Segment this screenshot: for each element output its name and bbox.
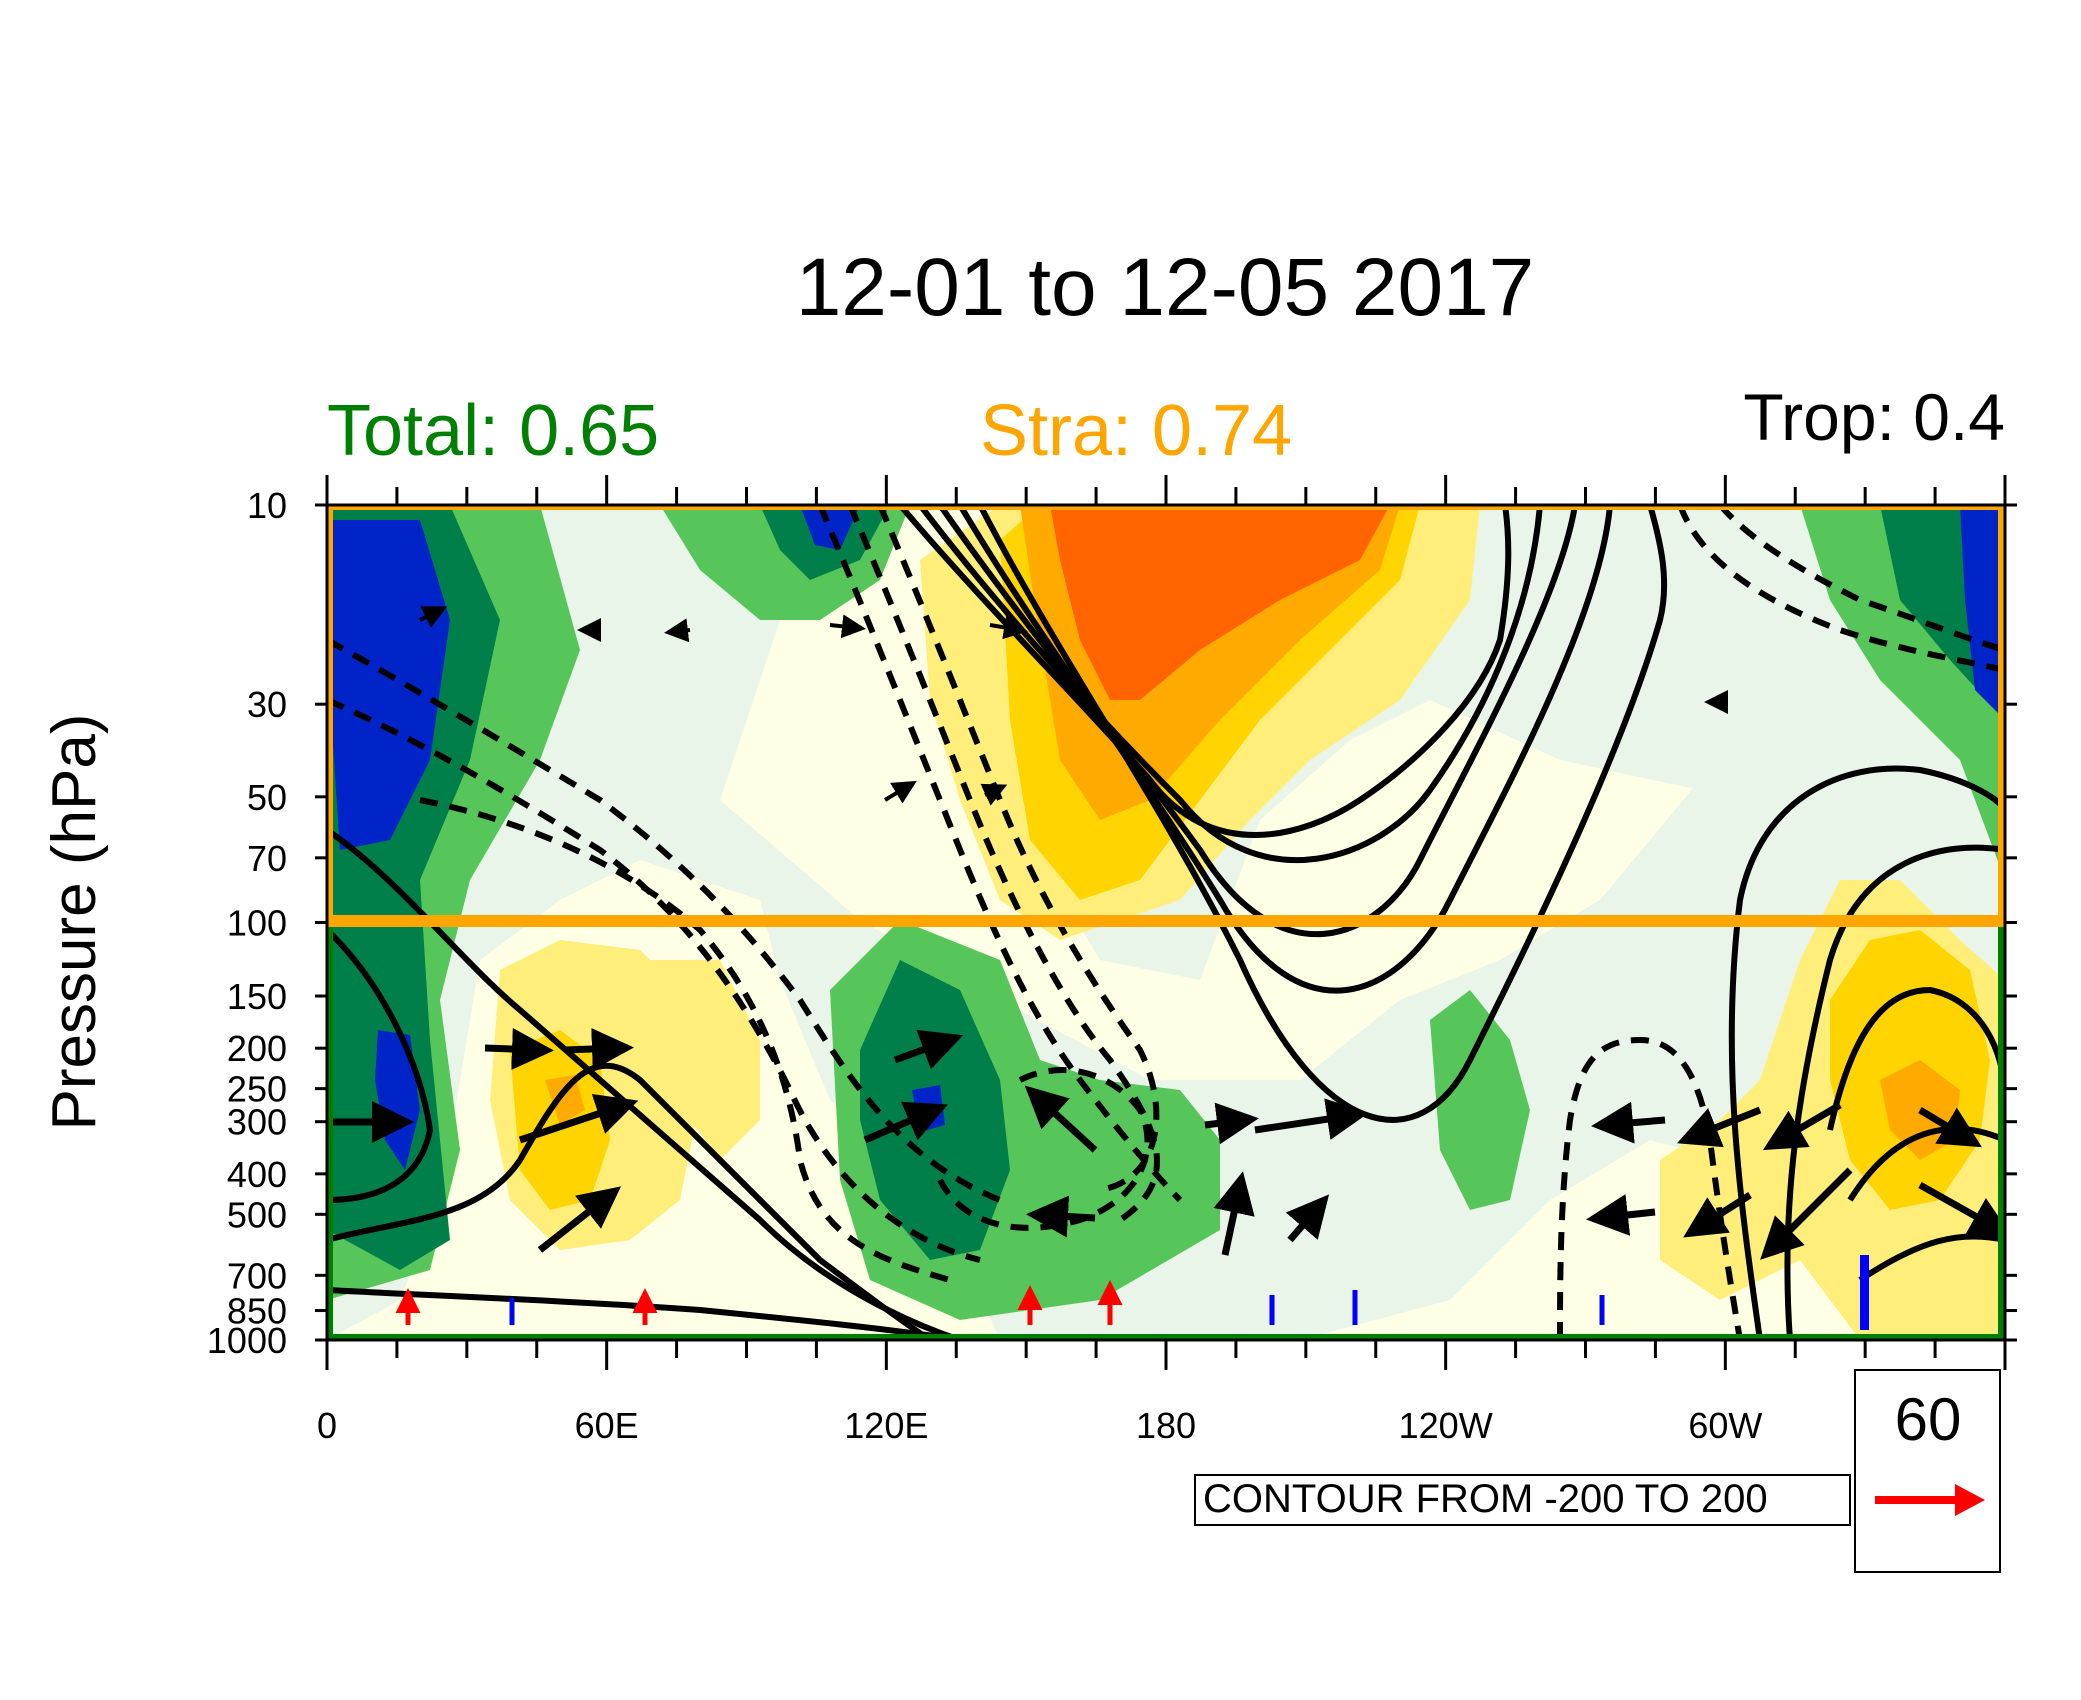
wind-vector <box>484 1027 554 1070</box>
wind-vector <box>863 1101 948 1144</box>
x-tick-label: 120W <box>1399 1405 1493 1446</box>
y-tick-label: 100 <box>227 903 287 944</box>
contour-info-box: CONTOUR FROM -200 TO 200 <box>1194 1474 1851 1526</box>
wind-vectors-lower <box>330 1027 2005 1260</box>
stat-stra-label: Stra: 0.74 <box>980 391 1292 471</box>
stat-trop-label: Trop: 0.4 <box>1743 380 2005 454</box>
contour-line-dashed <box>419 797 951 1283</box>
wind-vector <box>1918 1181 2005 1237</box>
plot-area <box>327 505 2005 1340</box>
y-tick-label: 1000 <box>207 1320 287 1361</box>
y-tick-label: 850 <box>227 1291 287 1332</box>
wind-vector <box>1677 1106 1762 1148</box>
y-tick-label: 400 <box>227 1154 287 1195</box>
wind-vector <box>1918 1106 1983 1148</box>
contour-line <box>1827 986 2005 1131</box>
wind-vectors <box>419 606 1728 806</box>
wind-vector <box>537 1186 622 1253</box>
x-axis: 0 60E 120E 180 120W 60W <box>317 475 2007 1446</box>
contour-line-dashed <box>327 697 981 1263</box>
y-tick-label: 250 <box>227 1069 287 1110</box>
contour-line <box>917 505 1543 864</box>
contour-line <box>1847 1125 2005 1202</box>
wind-vector <box>1683 1192 1752 1238</box>
surface-vectors <box>395 1255 1869 1330</box>
reference-vector-frame <box>1854 1369 2001 1573</box>
reference-vector-box: 60 <box>1854 1369 2001 1573</box>
contour-line-dashed <box>327 637 1002 1203</box>
contour-line-dashed <box>1717 505 2005 653</box>
wind-vector <box>1204 1102 1259 1145</box>
wind-vector <box>1285 1194 1330 1243</box>
vertical-wind-bar <box>1860 1255 1869 1330</box>
y-tick-label: 700 <box>227 1255 287 1296</box>
reference-vector-value: 60 <box>1895 1386 1962 1453</box>
field-region <box>800 505 860 550</box>
x-tick-label: 180 <box>1136 1405 1196 1446</box>
x-tick-label: 60E <box>575 1405 639 1446</box>
wind-vector <box>664 618 691 643</box>
y-tick-label: 30 <box>247 684 287 725</box>
x-tick-label: 0 <box>317 1405 337 1446</box>
y-tick-label: 500 <box>227 1194 287 1235</box>
wind-vector <box>419 606 448 628</box>
wind-vector <box>1762 1101 1842 1151</box>
y-axis-label: Pressure (hPa) <box>40 714 109 1131</box>
contour-line-dashed <box>817 505 1183 1203</box>
stat-total-label: Total: 0.65 <box>327 391 659 471</box>
contour-line <box>937 505 1578 938</box>
contour-line <box>977 505 1668 1123</box>
y-tick-label: 150 <box>227 976 287 1017</box>
wind-vector <box>1760 1167 1853 1260</box>
reference-vector-arrowhead <box>1955 1484 1985 1516</box>
wind-vector <box>1586 1194 1656 1236</box>
wind-vector <box>980 783 1008 806</box>
wind-vector <box>1254 1098 1369 1140</box>
wind-vector <box>893 1029 964 1070</box>
wind-vector <box>1024 1085 1098 1153</box>
wind-vector <box>1213 1171 1255 1256</box>
contour-info-text: CONTOUR FROM -200 TO 200 <box>1203 1477 1768 1521</box>
contour-line <box>327 1062 932 1340</box>
wind-vector <box>829 614 866 639</box>
contour-line-dashed <box>1677 505 2005 673</box>
field-region <box>1430 990 1530 1210</box>
field-region <box>650 960 760 1160</box>
y-tick-label: 200 <box>227 1028 287 1069</box>
y-tick-label: 70 <box>247 838 287 879</box>
contour-line <box>1858 1233 2005 1283</box>
contour-line <box>897 505 1512 838</box>
contour-line <box>957 505 1613 994</box>
wind-vector <box>1591 1101 1666 1144</box>
x-tick-label: 60W <box>1688 1405 1762 1446</box>
contour-line <box>327 927 434 1203</box>
x-tick-label: 120E <box>844 1405 928 1446</box>
y-tick-label: 300 <box>227 1102 287 1143</box>
field-region <box>330 520 450 850</box>
y-tick-label: 50 <box>247 777 287 818</box>
wind-vector <box>564 1028 634 1071</box>
contour-info-frame <box>1194 1474 1851 1526</box>
field-region <box>327 505 2005 1340</box>
chart-title: 12-01 to 12-05 2017 <box>796 242 1535 333</box>
contour-line-dashed <box>937 1067 1151 1231</box>
contour-line <box>1728 765 2005 1340</box>
wind-vector <box>1026 1195 1096 1238</box>
wind-vector <box>989 615 1028 640</box>
y-tick-label: 10 <box>247 485 287 526</box>
field-region <box>545 1075 585 1125</box>
field-region <box>1050 505 1390 700</box>
wind-vector <box>883 780 917 804</box>
wind-vector <box>518 1093 639 1144</box>
